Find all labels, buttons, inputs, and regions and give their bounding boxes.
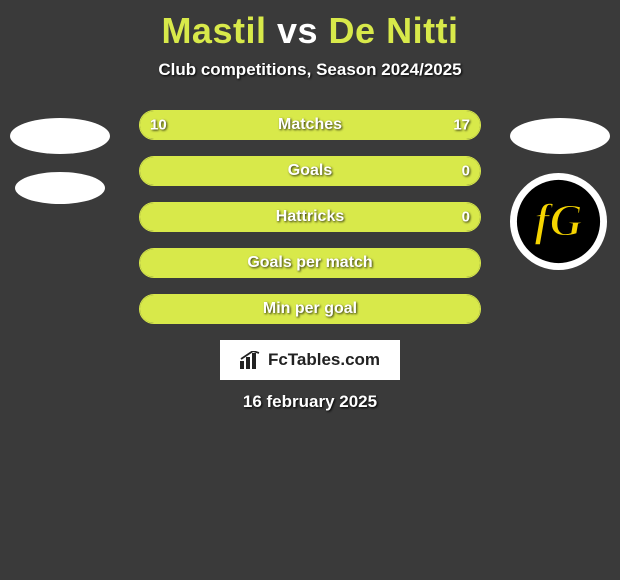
bar-label: Min per goal [263,300,357,318]
club-logo-icon: fG [509,172,608,271]
right-badge-1 [510,118,610,154]
bar-right-value: 0 [462,163,470,180]
watermark-text: FcTables.com [268,350,380,370]
right-badges [510,118,610,172]
subtitle: Club competitions, Season 2024/2025 [0,60,620,80]
bar-label: Goals per match [247,254,372,272]
bar-row: Goals per match [139,248,481,278]
bar-label: Goals [288,162,332,180]
player1-name: Mastil [161,10,266,51]
bar-right-value: 17 [453,117,470,134]
svg-text:fG: fG [534,194,582,245]
bar-row: 10 17 Matches [139,110,481,140]
date-text: 16 february 2025 [0,392,620,412]
bar-row: 0 Hattricks [139,202,481,232]
watermark-icon [240,351,262,369]
vs-text: vs [277,10,318,51]
bar-row: 0 Goals [139,156,481,186]
left-badges [10,118,110,222]
comparison-bars: 10 17 Matches 0 Goals 0 Hattricks Goals per mat… [139,110,481,324]
bar-right-value: 0 [462,209,470,226]
bar-left-value: 10 [150,117,167,134]
bar-label: Hattricks [276,208,344,226]
comparison-title: Mastil vs De Nitti [0,0,620,52]
bar-label: Matches [278,116,342,134]
player2-name: De Nitti [329,10,459,51]
bar-row: Min per goal [139,294,481,324]
left-badge-1 [10,118,110,154]
watermark: FcTables.com [220,340,400,380]
left-badge-2 [15,172,105,204]
